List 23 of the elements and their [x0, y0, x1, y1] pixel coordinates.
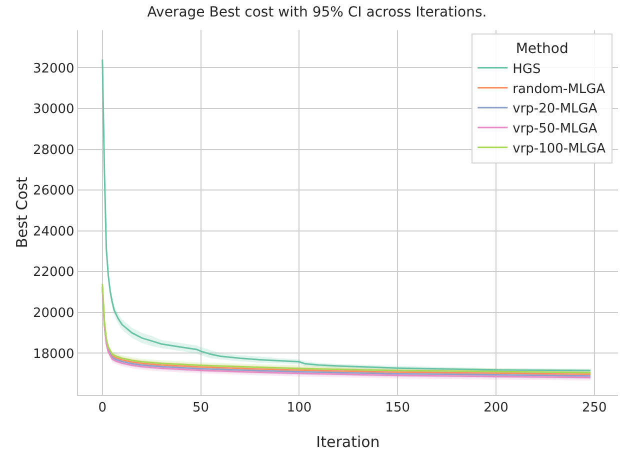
- legend-label: HGS: [512, 62, 541, 77]
- legend-label: vrp-20-MLGA: [512, 102, 598, 117]
- y-tick-label: 28000: [32, 142, 74, 158]
- legend-label: random-MLGA: [512, 82, 606, 97]
- legend-title: Method: [516, 40, 568, 57]
- y-tick-label: 32000: [32, 61, 74, 76]
- x-tick-label: 0: [98, 400, 107, 416]
- y-tick-label: 30000: [32, 102, 74, 118]
- y-tick-label: 18000: [32, 346, 74, 362]
- x-axis-title: Iteration: [316, 433, 380, 451]
- x-tick-label: 100: [286, 400, 312, 416]
- x-tick-label: 50: [192, 400, 210, 416]
- chart-title: Average Best cost with 95% CI across Iterations.: [147, 4, 487, 21]
- y-tick-label: 20000: [32, 306, 74, 321]
- y-tick-label: 24000: [32, 224, 74, 240]
- y-axis-title: Best Cost: [12, 176, 31, 248]
- y-tick-label: 22000: [32, 265, 74, 280]
- legend-label: vrp-50-MLGA: [512, 122, 598, 137]
- legend-label: vrp-100-MLGA: [512, 141, 606, 156]
- y-tick-label: 26000: [32, 184, 74, 199]
- x-tick-label: 200: [484, 400, 508, 416]
- x-tick-label: 150: [385, 400, 410, 416]
- x-tick-label: 250: [582, 400, 607, 416]
